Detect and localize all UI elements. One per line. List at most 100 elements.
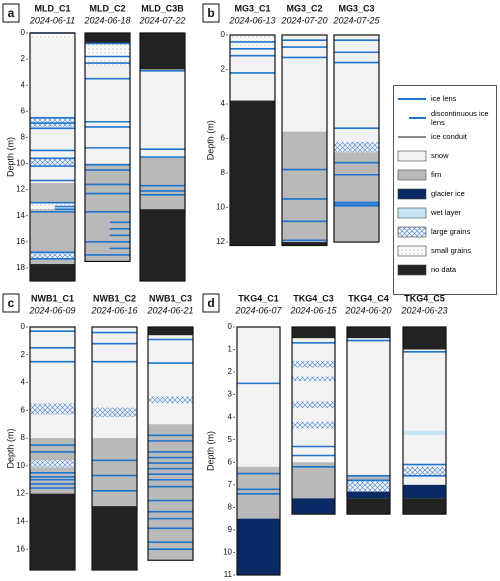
y-tick-label: 2 xyxy=(221,65,226,74)
layer xyxy=(85,33,130,44)
core-name: MG3_C1 xyxy=(234,3,270,13)
layer xyxy=(30,258,75,265)
layer xyxy=(347,338,390,476)
layer xyxy=(148,335,193,397)
layer xyxy=(237,327,280,467)
layer xyxy=(85,43,130,66)
legend-box xyxy=(397,226,427,237)
core-outline xyxy=(29,326,76,571)
y-tick-label: 14 xyxy=(16,517,25,526)
y-tick-label: 10 xyxy=(16,461,25,470)
layer xyxy=(30,438,75,461)
layer xyxy=(347,475,390,481)
core-name: NWB1_C2 xyxy=(93,293,136,303)
y-tick-label: 10 xyxy=(223,548,232,557)
legend-label: glacier ice xyxy=(431,189,465,198)
panel-label: d xyxy=(207,296,214,310)
legend-label: ice lens xyxy=(431,94,457,103)
layer xyxy=(92,438,137,507)
layer xyxy=(230,35,275,46)
core-name: MLD_C3B xyxy=(141,3,184,13)
layer xyxy=(148,403,193,425)
layer xyxy=(292,367,335,377)
y-tick-label: 8 xyxy=(21,433,26,442)
y-tick-label: 6 xyxy=(21,405,26,414)
y-tick-label: 8 xyxy=(228,502,233,511)
layer xyxy=(403,327,446,350)
core-outline xyxy=(402,326,447,515)
layer xyxy=(30,166,75,184)
layer xyxy=(140,209,185,281)
legend-item: snow xyxy=(397,146,493,165)
y-tick-label: 8 xyxy=(221,168,226,177)
legend-item: glacier ice xyxy=(397,184,493,203)
panel-label: c xyxy=(8,296,15,310)
layer xyxy=(30,252,75,259)
panel-label-box xyxy=(2,3,20,23)
layer xyxy=(92,407,137,418)
core-date: 2024-06-20 xyxy=(344,305,391,315)
y-tick-label: 3 xyxy=(228,390,233,399)
panel-label-box xyxy=(202,293,220,313)
core-name: TKG4_C5 xyxy=(404,293,445,303)
core-date: 2024-06-15 xyxy=(289,305,337,315)
layer xyxy=(292,376,335,382)
layer xyxy=(30,403,75,415)
layer xyxy=(347,491,390,499)
legend-item: firn xyxy=(397,165,493,184)
core-name: MLD_C1 xyxy=(34,3,70,13)
layer xyxy=(347,327,390,339)
layer xyxy=(403,435,446,467)
legend-label: small grains xyxy=(431,246,472,255)
layer xyxy=(140,157,185,210)
core-outline xyxy=(147,326,194,561)
y-tick-label: 18 xyxy=(16,263,25,272)
layer xyxy=(30,209,75,253)
y-tick-label: 2 xyxy=(228,367,233,376)
core-date: 2024-06-09 xyxy=(28,305,75,315)
legend-swatch xyxy=(398,135,426,138)
y-tick-label: 0 xyxy=(221,30,226,39)
core-date: 2024-06-18 xyxy=(83,15,130,25)
core-name: TKG4_C4 xyxy=(348,293,389,303)
y-tick-label: 12 xyxy=(216,237,225,246)
legend-swatch xyxy=(409,116,426,119)
layer xyxy=(30,40,75,118)
legend-box xyxy=(397,188,427,199)
y-axis-label: Depth (m) xyxy=(205,120,215,160)
y-tick-label: 0 xyxy=(21,28,26,37)
legend-swatch xyxy=(398,97,426,100)
panel-label-box xyxy=(202,3,220,23)
layer xyxy=(403,349,446,431)
layer xyxy=(292,498,335,515)
core-outline xyxy=(236,326,281,576)
core-date: 2024-06-11 xyxy=(29,15,75,25)
y-tick-label: 9 xyxy=(228,525,233,534)
legend-item: small grains xyxy=(397,241,493,260)
core-date: 2024-07-20 xyxy=(280,15,327,25)
legend-label: discontinuous ice lens xyxy=(431,108,489,127)
legend-swatch xyxy=(397,169,427,180)
y-tick-label: 4 xyxy=(21,80,26,89)
layer xyxy=(292,360,335,368)
panel-label-box xyxy=(2,293,20,313)
layer xyxy=(30,183,75,203)
y-tick-label: 11 xyxy=(224,570,233,579)
core-outline xyxy=(29,32,76,282)
y-tick-label: 6 xyxy=(21,106,26,115)
layer xyxy=(292,408,335,422)
legend-box xyxy=(397,245,427,256)
core-outline xyxy=(139,32,186,282)
layer xyxy=(292,462,335,499)
y-tick-label: 12 xyxy=(16,185,25,194)
panel-label: a xyxy=(8,6,15,20)
legend-swatch xyxy=(397,226,427,237)
layer xyxy=(230,100,275,246)
core-outline xyxy=(291,326,336,515)
legend-box xyxy=(397,207,427,218)
core-date: 2024-06-07 xyxy=(234,305,282,315)
layer xyxy=(30,327,75,404)
legend-label: ice conduit xyxy=(431,132,467,141)
y-tick-label: 4 xyxy=(221,99,226,108)
